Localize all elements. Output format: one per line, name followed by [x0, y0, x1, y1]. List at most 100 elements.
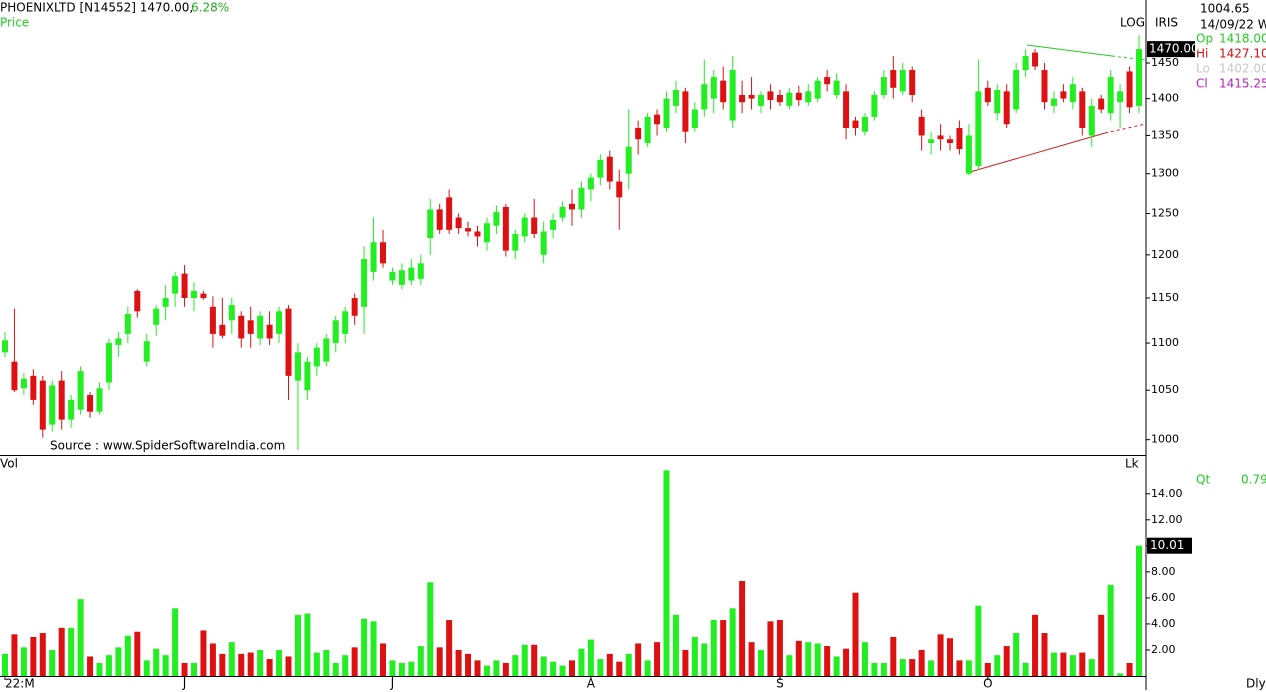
volume-bar	[843, 648, 850, 676]
volume-bar	[257, 649, 264, 676]
y-tick-label: 1200	[1151, 248, 1179, 261]
volume-bar	[833, 656, 840, 676]
volume-bar	[191, 662, 197, 676]
volume-bar	[276, 649, 283, 676]
volume-bar	[351, 647, 358, 676]
candle-body	[266, 324, 273, 339]
candle-body	[58, 380, 65, 420]
volume-bar	[918, 649, 925, 676]
volume-bar	[965, 660, 972, 676]
candle-body	[238, 315, 245, 339]
chart-title: PHOENIXLTD [N14552] 1470.00,	[0, 1, 193, 15]
candle-body	[550, 219, 557, 230]
x-tick-label: J	[182, 677, 187, 691]
volume-bar	[417, 646, 424, 676]
candle-body	[710, 77, 717, 99]
volume-bar	[294, 614, 301, 676]
volume-bar	[720, 620, 727, 676]
y-tick-label: 8.00	[1151, 565, 1176, 578]
volume-bar	[58, 627, 65, 676]
candle-body	[380, 242, 386, 264]
volume-bar	[446, 620, 453, 676]
volume-bar	[861, 642, 868, 676]
candle-body	[843, 91, 850, 128]
volume-tag-bg	[1147, 537, 1192, 554]
volume-bar	[323, 649, 330, 676]
volume-bar	[68, 627, 75, 676]
change-label: 6.28%	[191, 1, 229, 15]
candle-body	[767, 91, 774, 101]
volume-bar	[824, 646, 831, 676]
price-label: Price	[0, 16, 29, 30]
x-tick-label: A	[587, 677, 596, 691]
candle-body	[257, 315, 264, 339]
candle-body	[701, 84, 708, 110]
candle-body	[77, 371, 84, 410]
candle-body	[276, 311, 283, 334]
volume-bar	[635, 643, 642, 676]
candle-body	[502, 207, 509, 251]
y-tick-label: 1150	[1151, 291, 1179, 304]
y-tick-label: 12.00	[1151, 513, 1183, 526]
volume-bar	[1003, 646, 1010, 676]
volume-bar	[342, 655, 349, 676]
candle-body	[143, 341, 150, 362]
readout-label: Hi	[1196, 47, 1208, 61]
candle-body	[408, 267, 415, 281]
candle-body	[219, 324, 226, 336]
candle-body	[124, 313, 131, 334]
volume-bar	[105, 655, 112, 676]
y-tick-label: 6.00	[1151, 591, 1176, 604]
candle-body	[228, 305, 235, 321]
y-tick-label: 2.00	[1151, 643, 1176, 656]
candle-body	[616, 181, 623, 198]
scale-label: IRIS	[1155, 16, 1178, 30]
readout-label: Lo	[1196, 62, 1210, 76]
candle-body	[153, 308, 160, 325]
y-tick-label: 14.00	[1151, 487, 1183, 500]
volume-bar	[1022, 662, 1029, 676]
candle-body	[814, 80, 821, 99]
candle-body	[691, 109, 698, 128]
volume-bar	[2, 653, 8, 676]
candle-body	[11, 361, 18, 391]
volume-bar	[521, 644, 528, 676]
volume-bar	[209, 643, 216, 676]
candle-body	[313, 347, 320, 367]
volume-bar	[11, 634, 18, 676]
readout-value: 1427.10	[1219, 47, 1266, 61]
y-tick-label: 1100	[1151, 336, 1179, 349]
candle-body	[105, 343, 112, 383]
candle-body	[569, 203, 575, 210]
volume-bar	[285, 656, 292, 676]
volume-bar	[380, 643, 386, 676]
volume-bar	[87, 656, 94, 676]
candle-body	[446, 197, 453, 230]
volume-bar	[672, 614, 679, 676]
candle-body	[672, 89, 679, 106]
readout-value: 1402.00	[1219, 62, 1266, 76]
candle-body	[247, 320, 254, 334]
candle-body	[871, 94, 878, 117]
volume-bar	[304, 613, 311, 676]
candle-body	[181, 273, 188, 298]
candle-body	[805, 91, 812, 103]
volume-bar	[143, 660, 150, 676]
candle-body	[1098, 98, 1105, 110]
volume-bar	[1088, 659, 1095, 676]
volume-bar	[814, 643, 821, 676]
volume-bar	[181, 662, 188, 676]
candle-body	[465, 228, 472, 232]
candle-body	[644, 116, 651, 143]
candle-body	[1107, 77, 1114, 114]
x-tick-label: S	[776, 677, 784, 691]
y-tick-label: 1400	[1151, 92, 1179, 105]
candle-body	[880, 77, 887, 95]
y-tick-label: 1450	[1151, 56, 1179, 69]
candle-body	[965, 135, 972, 174]
candle-body	[937, 135, 944, 140]
volume-bar	[436, 647, 443, 676]
volume-bar	[313, 652, 320, 676]
candle-body	[663, 98, 670, 128]
volume-tag: 10.01	[1150, 538, 1184, 552]
